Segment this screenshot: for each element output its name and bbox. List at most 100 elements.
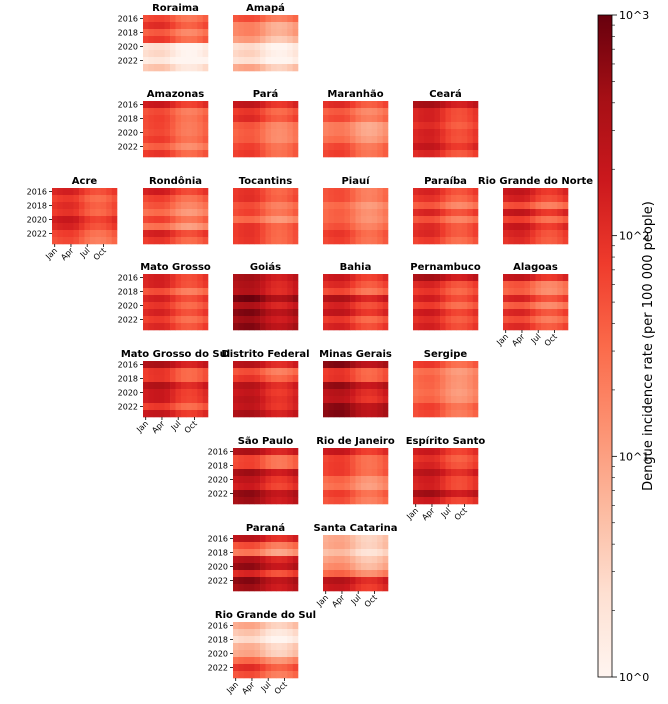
heatmap-cell [423,403,430,411]
heatmap-cell [355,316,362,324]
heatmap-cell [382,556,389,564]
heatmap-cell [524,209,531,217]
heatmap-cell [413,410,419,418]
heatmap-cell [339,316,345,324]
heatmap-cell [148,323,155,331]
x-tick-label: Apr [510,332,527,349]
heatmap-cell [350,316,356,324]
heatmap-cell [153,302,160,310]
heatmap-cell [243,535,250,543]
heatmap-cell [233,469,239,477]
heatmap-cell [323,455,329,463]
heatmap-cell [243,309,250,317]
heatmap-cell [418,195,425,203]
heatmap-cell [265,650,272,658]
heatmap-cell [450,368,457,376]
heatmap-cell [445,188,452,196]
heatmap-cell [350,368,356,376]
heatmap-cell [265,570,272,578]
heatmap-cell [276,22,283,30]
heatmap-cell [339,122,345,130]
heatmap-cell [164,368,171,376]
heatmap-cell [281,288,288,296]
heatmap-cell [418,136,425,144]
heatmap-cell [270,15,277,23]
heatmap-cell [159,237,165,245]
heatmap-cell [68,237,74,245]
heatmap-cell [276,29,283,37]
heatmap-cell [366,382,373,390]
heatmap-cell [153,223,160,231]
heatmap-cell [249,316,255,324]
heatmap-cell [557,288,563,296]
heatmap-cell [562,223,569,231]
state-panel: Sergipe [413,349,479,418]
heatmap-cell [434,136,441,144]
heatmap-cell [292,368,299,376]
heatmap-cell [233,570,239,578]
heatmap-cell [52,223,58,231]
heatmap-cell [350,382,356,390]
heatmap-cell [524,188,531,196]
heatmap-cell [292,195,299,203]
heatmap-cell [270,469,277,477]
heatmap-cell [159,309,165,317]
heatmap-cell [371,295,378,303]
heatmap-cell [52,237,58,245]
heatmap-cell [355,129,362,137]
heatmap-cell [287,403,293,411]
heatmap-cell [95,188,102,196]
heatmap-cell [461,462,468,470]
heatmap-cell [333,195,340,203]
heatmap-cell [243,396,250,404]
heatmap-cell [254,469,261,477]
heatmap-cell [148,108,155,116]
heatmap-cell [333,101,340,109]
heatmap-cell [418,490,425,498]
heatmap-cell [254,361,261,369]
heatmap-cell [164,209,171,217]
heatmap-cell [265,535,272,543]
heatmap-cell [513,237,520,245]
y-tick-label: 2018 [27,202,47,211]
heatmap-cell [355,274,362,282]
heatmap-cell [328,274,335,282]
heatmap-cell [233,188,239,196]
heatmap-cell [371,115,378,123]
heatmap-cell [413,195,419,203]
heatmap-cell [377,122,383,130]
heatmap-cell [450,143,457,151]
heatmap-cell [281,43,288,51]
y-tick-label: 2018 [118,288,138,297]
heatmap-cell [270,288,277,296]
heatmap-cell [191,216,198,224]
heatmap-cell [535,195,542,203]
heatmap-cell [159,129,165,137]
x-tick-label: Jul [439,506,453,520]
heatmap-cell [287,664,293,672]
heatmap-cell [503,202,509,210]
heatmap-cell [323,288,329,296]
y-tick-label: 2018 [118,29,138,38]
heatmap-cell [339,188,345,196]
heatmap-cell [530,309,536,317]
heatmap-cell [551,323,558,331]
heatmap-cell [281,462,288,470]
heatmap-cell [366,281,373,289]
heatmap-cell [175,216,182,224]
heatmap-cell [413,361,419,369]
heatmap-cell [519,202,525,210]
heatmap-cell [260,295,266,303]
heatmap-cell [260,636,266,644]
heatmap-cell [333,108,340,116]
heatmap-cell [366,563,373,571]
heatmap-cell [360,410,367,418]
heatmap-cell [355,209,362,217]
heatmap-cell [270,570,277,578]
heatmap-cell [249,476,255,484]
heatmap-cell [328,115,335,123]
heatmap-cell [429,490,435,498]
heatmap-cell [260,237,266,245]
heatmap-cell [418,101,425,109]
heatmap-cell [287,43,293,51]
